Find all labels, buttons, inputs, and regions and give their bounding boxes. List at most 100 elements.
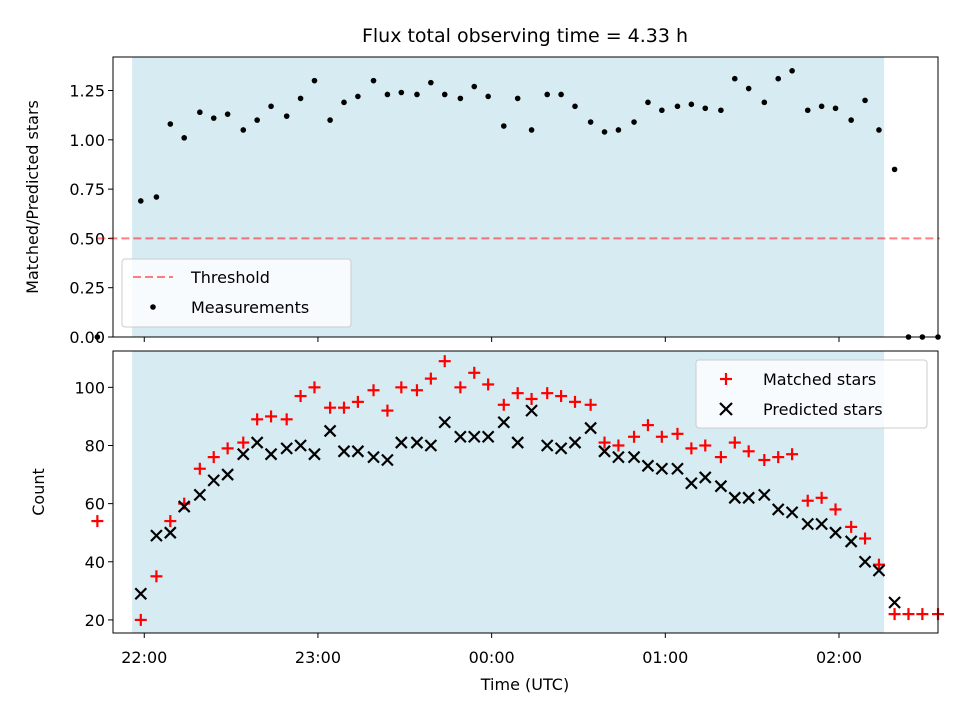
measurement-point xyxy=(832,105,839,112)
measurement-point xyxy=(891,166,898,173)
predicted-marker-b xyxy=(612,450,625,464)
measurement-point xyxy=(327,117,333,123)
predicted-star-point xyxy=(367,450,380,464)
count-y-tick-label: 40 xyxy=(85,553,105,572)
measurement-point xyxy=(283,113,290,119)
count-y-tick-label: 60 xyxy=(85,495,105,514)
count-x-tick-label: 23:00 xyxy=(295,648,341,667)
predicted-marker-b xyxy=(540,439,554,452)
predicted-marker-b xyxy=(742,491,755,505)
predicted-marker-b xyxy=(424,439,438,452)
predicted-marker-b xyxy=(815,517,828,531)
ratio-y-tick-label: 1.25 xyxy=(69,82,105,101)
ratio-y-axis-label: Matched/Predicted stars xyxy=(23,100,42,294)
ratio-panel: 0.00 0.25 0.50 0.75 1.00 1.25 Matched/Predict… xyxy=(23,56,941,347)
count-y-tick-label: 100 xyxy=(74,378,105,397)
predicted-star-point xyxy=(337,445,351,458)
ratio-y-tick-label: 1.00 xyxy=(69,131,105,150)
measurement-point xyxy=(674,103,681,110)
matched-star-point xyxy=(134,613,147,626)
measurement-point xyxy=(311,77,318,84)
legend-matched-label: Matched stars xyxy=(763,370,876,389)
predicted-star-point xyxy=(525,404,538,417)
measurement-point xyxy=(210,115,217,121)
predicted-marker-b xyxy=(150,529,163,542)
matched-star-point xyxy=(758,454,771,467)
count-legend-box xyxy=(695,359,928,429)
measurement-point xyxy=(761,99,768,106)
ratio-legend-box xyxy=(121,258,352,328)
matched-star-point xyxy=(511,387,524,400)
predicted-marker-b xyxy=(351,445,365,458)
predicted-star-point xyxy=(714,479,728,493)
predicted-star-point xyxy=(728,491,742,505)
measurement-point xyxy=(775,75,782,82)
measurement-points xyxy=(94,68,941,340)
predicted-marker-b xyxy=(758,488,771,502)
matched-star-point xyxy=(424,372,437,385)
predicted-star-point xyxy=(540,439,554,452)
matched-star-point xyxy=(410,384,423,397)
measurement-point xyxy=(615,127,622,133)
predicted-star-point xyxy=(742,491,755,505)
predicted-marker-b xyxy=(308,447,321,461)
predicted-marker-b xyxy=(134,587,148,601)
count-legend: Matched stars Predicted stars xyxy=(695,359,928,429)
count-y-axis-label: Count xyxy=(29,468,48,516)
matched-star-point xyxy=(221,442,234,455)
count-x-axis-label: Time (UTC) xyxy=(480,675,569,694)
measurement-point xyxy=(297,95,304,102)
ratio-y-tick-label: 0.00 xyxy=(69,328,105,347)
matched-star-point xyxy=(569,395,581,408)
legend-matched-marker xyxy=(720,373,732,385)
matched-star-point xyxy=(294,390,307,403)
matched-star-point xyxy=(612,439,625,452)
predicted-star-point xyxy=(671,462,684,476)
measurement-point xyxy=(384,91,391,98)
chart-title: Flux total observing time = 4.33 h xyxy=(362,25,688,47)
measurement-point xyxy=(645,99,651,106)
predicted-star-point xyxy=(207,474,221,487)
measurement-point xyxy=(818,103,825,110)
matched-star-point xyxy=(655,430,668,443)
matched-star-point xyxy=(685,442,698,455)
predicted-marker-b xyxy=(395,436,408,449)
measurement-point xyxy=(862,97,868,104)
matched-star-point xyxy=(91,515,104,528)
measurement-point xyxy=(197,109,203,116)
predicted-marker-b xyxy=(554,442,568,455)
predicted-star-point xyxy=(829,526,842,539)
count-x-tick-label: 22:00 xyxy=(121,648,167,667)
matched-star-point xyxy=(786,448,799,461)
predicted-marker-b xyxy=(337,445,351,458)
predicted-star-point xyxy=(554,442,568,455)
measurement-point xyxy=(804,107,811,114)
measurement-point xyxy=(848,117,854,123)
matched-star-point xyxy=(888,608,901,621)
matched-star-point xyxy=(164,515,177,528)
predicted-marker-b xyxy=(323,424,337,438)
legend-threshold-label: Threshold xyxy=(190,268,270,287)
measurement-point xyxy=(718,107,724,114)
matched-star-point xyxy=(815,491,828,504)
predicted-marker-b xyxy=(771,503,785,516)
predicted-star-point xyxy=(438,415,452,429)
matched-star-point xyxy=(801,494,814,507)
measurement-point xyxy=(500,123,507,129)
legend-measurements-marker xyxy=(150,304,156,310)
measurement-point xyxy=(876,127,882,133)
measurement-point xyxy=(398,89,405,96)
predicted-marker-b xyxy=(467,430,481,444)
legend-predicted-marker xyxy=(719,402,733,416)
predicted-star-point xyxy=(815,517,828,531)
legend-measurements-label: Measurements xyxy=(191,298,309,317)
matched-star-point xyxy=(438,355,451,368)
count-x-tick-label: 01:00 xyxy=(642,648,688,667)
ratio-plot-frame xyxy=(112,56,939,338)
matched-star-point xyxy=(324,401,337,414)
measurement-point xyxy=(137,198,144,204)
matched-star-point xyxy=(555,390,568,403)
ratio-legend: Threshold Measurements xyxy=(121,258,352,328)
predicted-marker-b xyxy=(728,491,742,505)
measurement-point xyxy=(153,194,160,200)
